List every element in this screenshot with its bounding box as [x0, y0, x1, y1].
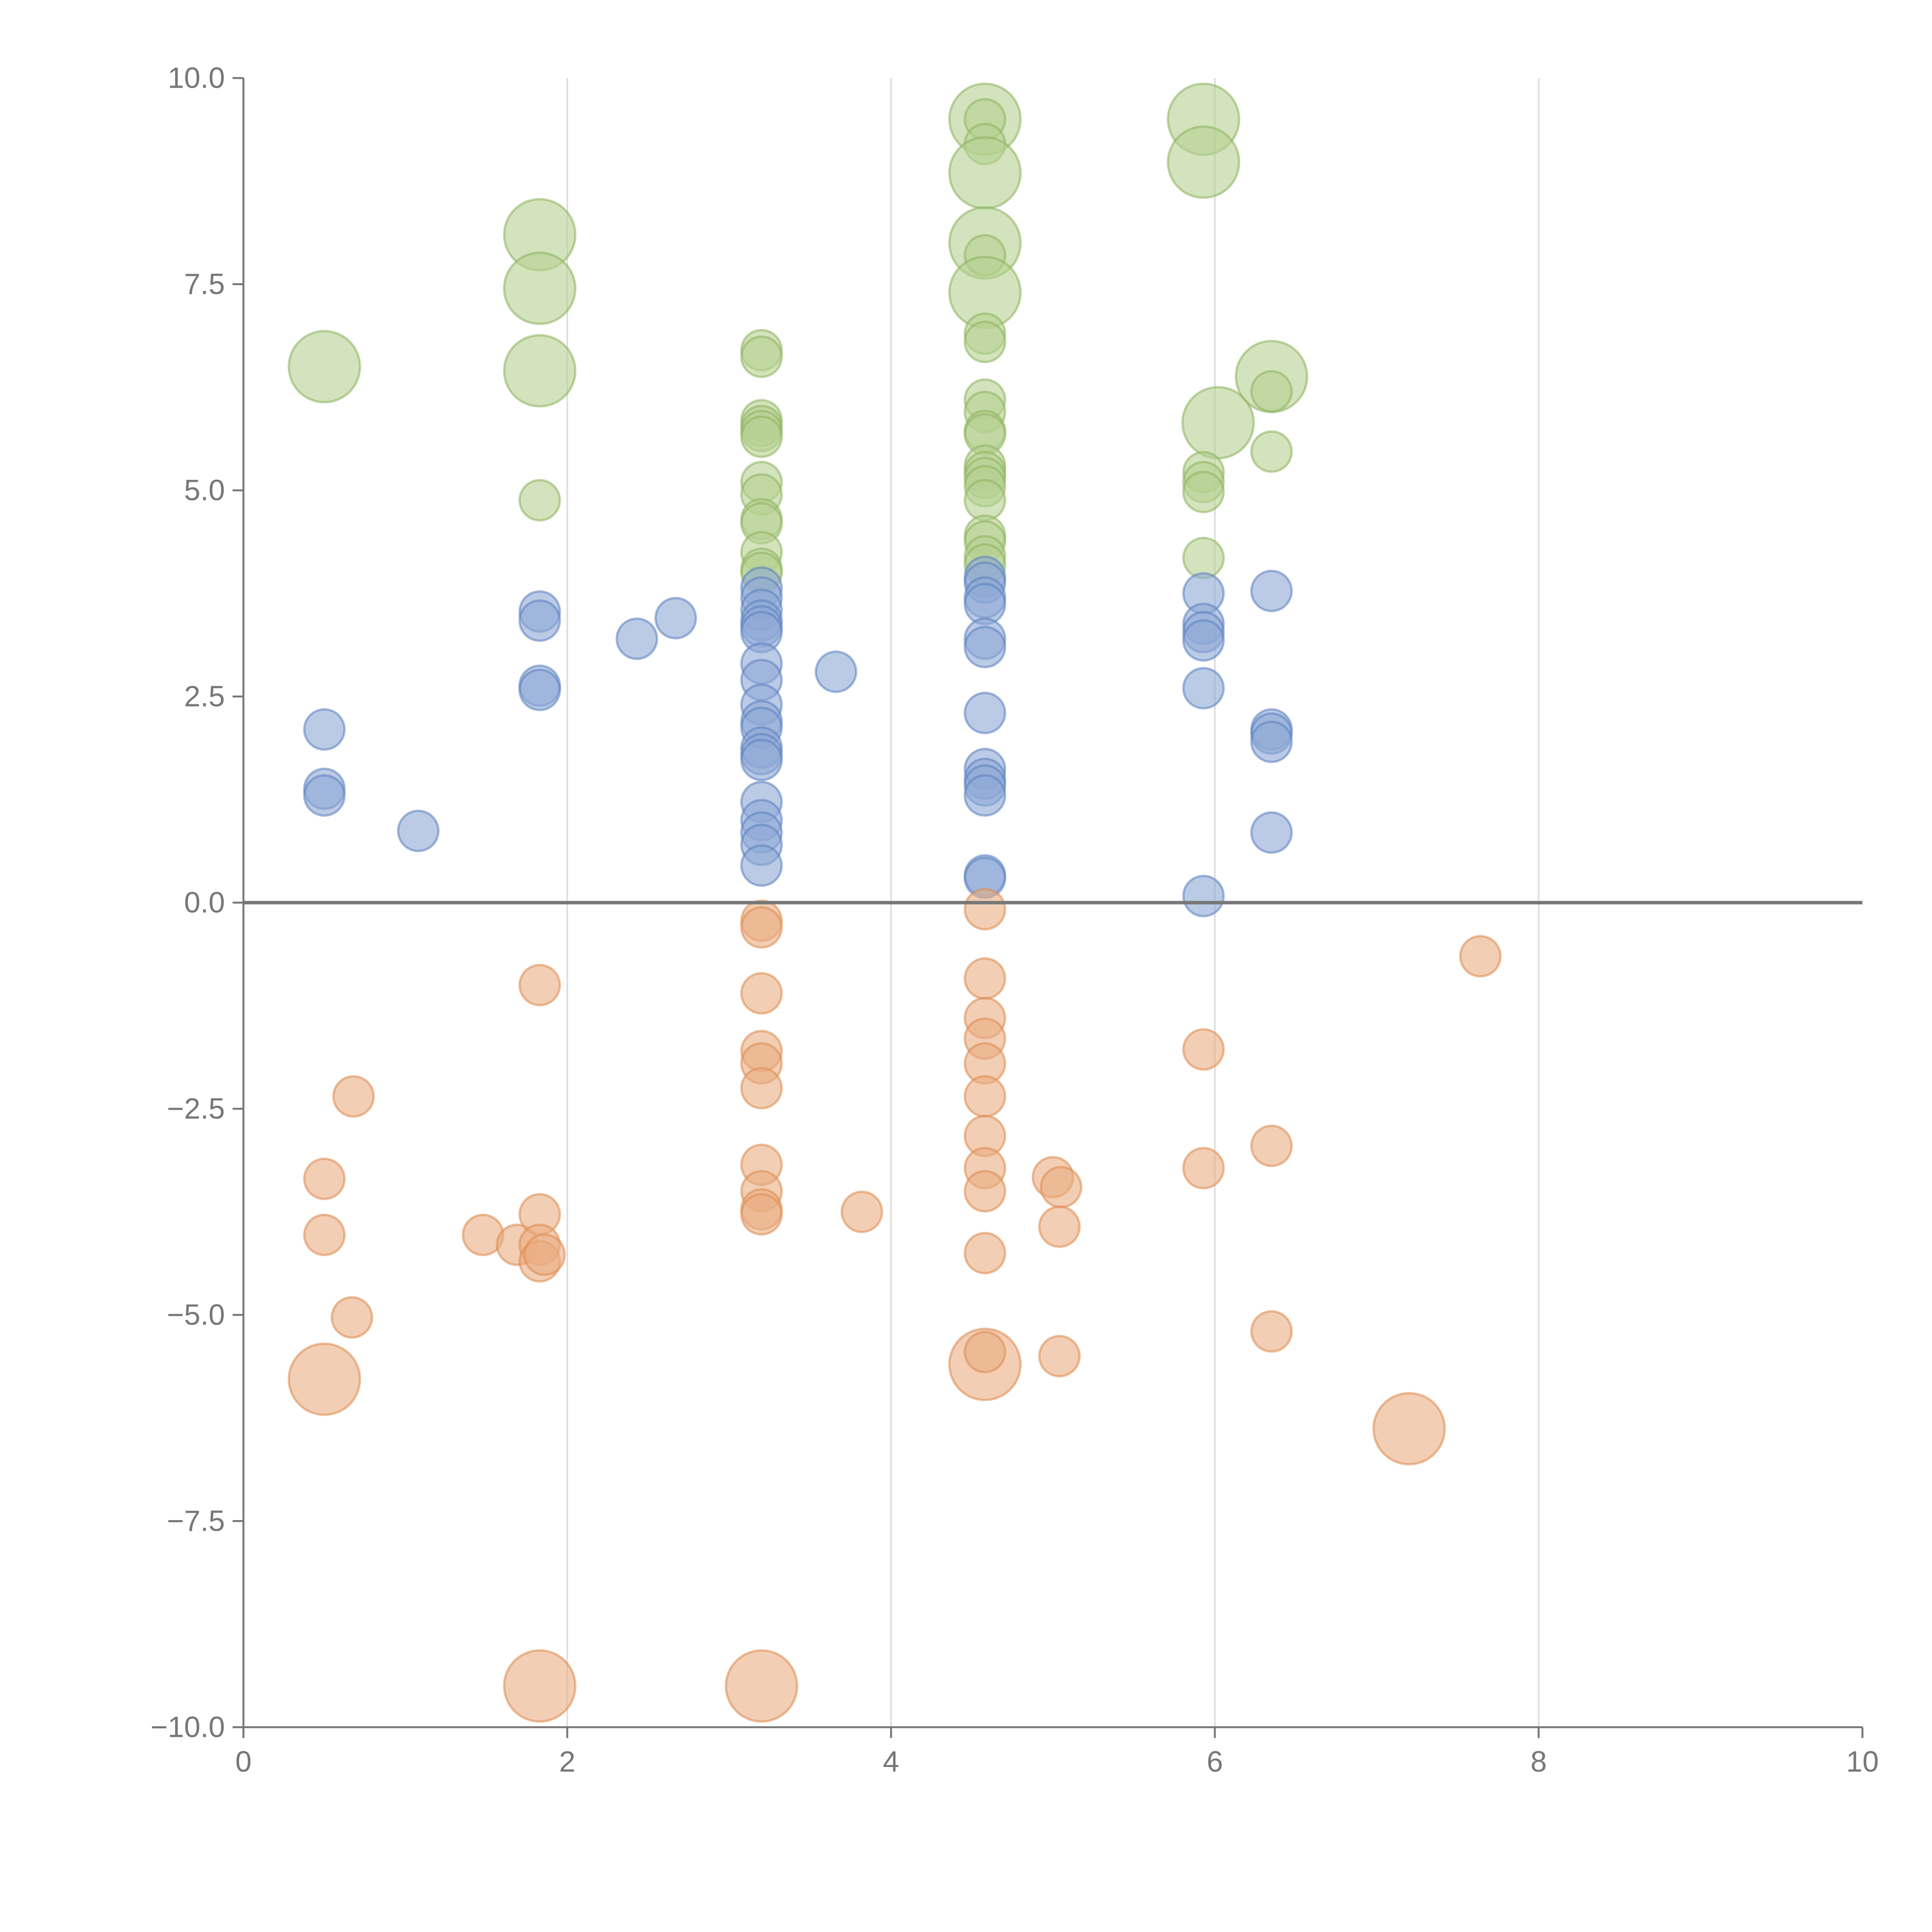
green-bubble-4: [518, 479, 561, 522]
series-blue: [303, 556, 1293, 917]
blue-bubble-29: [815, 650, 857, 693]
blue-bubble-47: [1182, 667, 1225, 710]
blue-bubble-48: [1182, 874, 1225, 917]
orange-bubble-14: [740, 906, 783, 949]
orange-bubble-41: [1182, 1028, 1225, 1071]
orange-bubble-43: [1250, 1124, 1293, 1167]
blue-bubble-3: [397, 810, 440, 852]
y-tick-label-4: 0.0: [184, 886, 225, 919]
orange-bubble-25: [964, 888, 1007, 931]
orange-bubble-18: [740, 1067, 783, 1110]
orange-bubble-36: [964, 1331, 1007, 1374]
orange-bubble-30: [964, 1075, 1007, 1118]
x-tick-label-4: 8: [1531, 1745, 1547, 1778]
orange-bubble-7: [518, 964, 561, 1007]
blue-bubble-52: [1250, 720, 1293, 763]
orange-bubble-40: [1038, 1335, 1081, 1378]
orange-bubble-45: [1372, 1392, 1446, 1466]
green-bubble-0: [287, 330, 361, 403]
green-bubble-6: [740, 335, 783, 378]
blue-bubble-46: [1182, 619, 1225, 662]
blue-bubble-36: [964, 692, 1007, 735]
orange-bubble-44: [1250, 1310, 1293, 1353]
y-tick-label-8: −10.0: [151, 1711, 225, 1744]
orange-bubble-4: [330, 1296, 373, 1339]
green-bubble-3: [503, 334, 577, 408]
orange-bubble-0: [303, 1157, 346, 1200]
y-tick-label-7: −7.5: [167, 1505, 225, 1537]
orange-bubble-46: [1459, 935, 1502, 978]
series-green: [287, 82, 1308, 594]
y-tick-label-2: 5.0: [184, 474, 225, 507]
blue-bubble-23: [740, 738, 783, 781]
orange-bubble-22: [740, 1193, 783, 1236]
green-bubble-35: [964, 479, 1007, 522]
blue-bubble-8: [616, 617, 658, 660]
orange-bubble-34: [964, 1231, 1007, 1274]
series-layer: [287, 82, 1502, 1723]
blue-bubble-5: [518, 599, 561, 642]
y-tick-label-3: 2.5: [184, 680, 225, 713]
green-bubble-45: [1182, 471, 1225, 514]
blue-bubble-2: [303, 774, 346, 817]
x-tick-label-5: 10: [1846, 1745, 1879, 1778]
y-tick-label-5: −2.5: [167, 1092, 225, 1125]
orange-bubble-24: [840, 1190, 883, 1233]
blue-bubble-0: [303, 708, 346, 751]
series-orange: [287, 888, 1502, 1723]
orange-bubble-38: [1039, 1166, 1082, 1209]
orange-bubble-26: [964, 957, 1007, 1000]
orange-bubble-15: [740, 972, 783, 1015]
green-bubble-46: [1182, 536, 1225, 579]
green-bubble-2: [503, 252, 577, 325]
blue-bubble-53: [1250, 811, 1293, 854]
orange-bubble-2: [287, 1342, 361, 1416]
green-bubble-48: [1250, 370, 1293, 413]
orange-bubble-42: [1182, 1147, 1225, 1190]
y-tick-label-0: 10.0: [168, 62, 225, 95]
orange-bubble-3: [332, 1075, 375, 1118]
y-tick-label-6: −5.0: [167, 1299, 225, 1332]
orange-bubble-23: [724, 1649, 798, 1723]
x-tick-label-0: 0: [235, 1745, 252, 1778]
orange-bubble-11: [523, 1233, 566, 1276]
blue-bubble-35: [964, 626, 1007, 668]
green-bubble-21: [948, 136, 1022, 210]
x-tick-label-3: 6: [1207, 1745, 1223, 1778]
orange-bubble-12: [503, 1649, 577, 1723]
green-bubble-41: [1167, 125, 1240, 199]
blue-bubble-40: [964, 774, 1007, 817]
green-bubble-26: [964, 320, 1007, 363]
x-tick-label-1: 2: [559, 1745, 575, 1778]
blue-bubble-28: [740, 844, 783, 887]
x-tick-label-2: 4: [883, 1745, 899, 1778]
green-bubble-49: [1250, 430, 1293, 473]
orange-bubble-39: [1038, 1205, 1081, 1248]
y-tick-label-1: 7.5: [184, 268, 225, 301]
orange-bubble-33: [964, 1170, 1007, 1213]
blue-bubble-49: [1250, 570, 1293, 612]
blue-bubble-7: [518, 668, 561, 711]
orange-bubble-1: [303, 1214, 346, 1257]
green-bubble-10: [740, 415, 783, 458]
blue-bubble-9: [654, 597, 697, 639]
axis-layer: 10.0 7.5 5.0 2.5 0.0 −2.5 −5.0 −7.5 −10.0 0 2 4 6 8 10: [151, 62, 1879, 1779]
